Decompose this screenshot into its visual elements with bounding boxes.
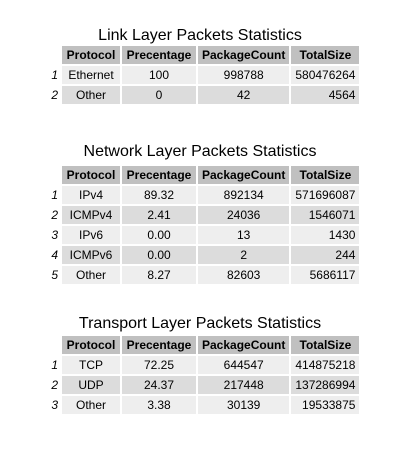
row-number: 2: [51, 378, 58, 392]
total-size-cell: 244: [291, 246, 360, 264]
header-protocol: Protocol: [62, 166, 120, 184]
total-size-cell: 571696087: [291, 186, 360, 204]
percentage-cell: 3.38: [122, 396, 196, 414]
total-size-cell: 5686117: [291, 266, 360, 284]
row-number: 3: [51, 228, 58, 242]
table-row: 1 Ethernet 100 998788 580476264: [50, 66, 360, 84]
header-row: Protocol Precentage PackageCount TotalSi…: [50, 46, 360, 64]
header-total-size: TotalSize: [291, 166, 360, 184]
header-package-count: PackageCount: [198, 46, 290, 64]
header-percentage: Precentage: [122, 46, 196, 64]
transport-layer-title: Transport Layer Packets Statistics: [78, 315, 322, 332]
percentage-cell: 2.41: [122, 206, 196, 224]
header-row: Protocol Precentage PackageCount TotalSi…: [50, 166, 360, 184]
table-row: 3 IPv6 0.00 13 1430: [50, 226, 360, 244]
package-count-cell: 644547: [198, 356, 290, 374]
protocol-cell: Other: [62, 396, 120, 414]
total-size-cell: 19533875: [291, 396, 360, 414]
protocol-cell: Other: [62, 266, 120, 284]
network-layer-table: Protocol Precentage PackageCount TotalSi…: [48, 164, 361, 286]
row-number: 1: [51, 68, 58, 82]
protocol-cell: IPv4: [62, 186, 120, 204]
row-number: 4: [51, 248, 58, 262]
total-size-cell: 137286994: [291, 376, 360, 394]
protocol-cell: ICMPv6: [62, 246, 120, 264]
header-protocol: Protocol: [62, 46, 120, 64]
total-size-cell: 1546071: [291, 206, 360, 224]
package-count-cell: 42: [198, 86, 290, 104]
row-number: 5: [51, 268, 58, 282]
link-layer-table: Protocol Precentage PackageCount TotalSi…: [48, 44, 361, 106]
corner-cell: [50, 336, 60, 354]
percentage-cell: 24.37: [122, 376, 196, 394]
header-percentage: Precentage: [122, 336, 196, 354]
header-percentage: Precentage: [122, 166, 196, 184]
percentage-cell: 89.32: [122, 186, 196, 204]
table-row: 3 Other 3.38 30139 19533875: [50, 396, 360, 414]
row-number: 2: [51, 208, 58, 222]
package-count-cell: 2: [198, 246, 290, 264]
header-row: Protocol Precentage PackageCount TotalSi…: [50, 336, 360, 354]
header-protocol: Protocol: [62, 336, 120, 354]
row-number: 1: [51, 188, 58, 202]
total-size-cell: 580476264: [291, 66, 360, 84]
percentage-cell: 8.27: [122, 266, 196, 284]
total-size-cell: 4564: [291, 86, 360, 104]
table-row: 1 TCP 72.25 644547 414875218: [50, 356, 360, 374]
network-layer-title: Network Layer Packets Statistics: [83, 143, 317, 160]
package-count-cell: 998788: [198, 66, 290, 84]
header-total-size: TotalSize: [291, 336, 360, 354]
percentage-cell: 100: [122, 66, 196, 84]
table-row: 2 UDP 24.37 217448 137286994: [50, 376, 360, 394]
row-number: 3: [51, 398, 58, 412]
table-row: 5 Other 8.27 82603 5686117: [50, 266, 360, 284]
table-row: 2 Other 0 42 4564: [50, 86, 360, 104]
protocol-cell: Ethernet: [62, 66, 120, 84]
percentage-cell: 0.00: [122, 246, 196, 264]
package-count-cell: 217448: [198, 376, 290, 394]
package-count-cell: 13: [198, 226, 290, 244]
row-number: 2: [51, 88, 58, 102]
percentage-cell: 0.00: [122, 226, 196, 244]
table-row: 1 IPv4 89.32 892134 571696087: [50, 186, 360, 204]
link-layer-title: Link Layer Packets Statistics: [98, 27, 302, 44]
corner-cell: [50, 46, 60, 64]
protocol-cell: Other: [62, 86, 120, 104]
protocol-cell: ICMPv4: [62, 206, 120, 224]
corner-cell: [50, 166, 60, 184]
package-count-cell: 82603: [198, 266, 290, 284]
package-count-cell: 24036: [198, 206, 290, 224]
table-row: 4 ICMPv6 0.00 2 244: [50, 246, 360, 264]
transport-layer-table: Protocol Precentage PackageCount TotalSi…: [48, 334, 361, 416]
package-count-cell: 30139: [198, 396, 290, 414]
total-size-cell: 414875218: [291, 356, 360, 374]
package-count-cell: 892134: [198, 186, 290, 204]
protocol-cell: UDP: [62, 376, 120, 394]
header-total-size: TotalSize: [291, 46, 360, 64]
percentage-cell: 72.25: [122, 356, 196, 374]
percentage-cell: 0: [122, 86, 196, 104]
total-size-cell: 1430: [291, 226, 360, 244]
protocol-cell: TCP: [62, 356, 120, 374]
row-number: 1: [51, 358, 58, 372]
header-package-count: PackageCount: [198, 336, 290, 354]
header-package-count: PackageCount: [198, 166, 290, 184]
protocol-cell: IPv6: [62, 226, 120, 244]
table-row: 2 ICMPv4 2.41 24036 1546071: [50, 206, 360, 224]
